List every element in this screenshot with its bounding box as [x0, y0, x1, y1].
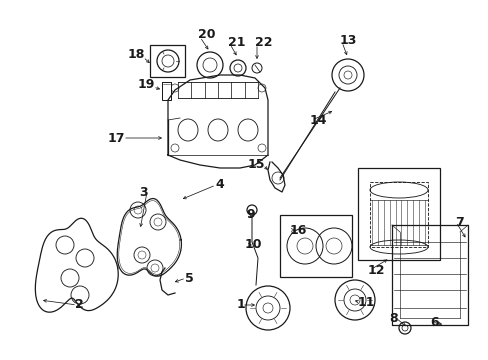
Text: 5: 5 — [184, 271, 193, 284]
Text: 7: 7 — [454, 216, 463, 229]
Bar — [280, 215, 351, 277]
Text: 3: 3 — [139, 185, 148, 198]
Text: 21: 21 — [227, 36, 245, 49]
Text: 19: 19 — [137, 78, 155, 91]
Text: 6: 6 — [429, 315, 438, 328]
Text: 20: 20 — [198, 28, 215, 41]
Text: 4: 4 — [215, 179, 224, 192]
Text: 16: 16 — [289, 224, 307, 237]
Text: 11: 11 — [357, 296, 375, 309]
Text: 2: 2 — [75, 298, 83, 311]
Text: 14: 14 — [309, 113, 327, 126]
Text: 18: 18 — [127, 49, 145, 62]
Bar — [369, 182, 427, 247]
Text: 13: 13 — [339, 33, 357, 46]
Bar — [150, 45, 184, 77]
Text: 10: 10 — [244, 238, 262, 252]
Text: 22: 22 — [254, 36, 272, 49]
Text: 17: 17 — [107, 131, 125, 144]
Bar — [162, 82, 171, 100]
Text: 8: 8 — [388, 311, 397, 324]
Text: 12: 12 — [367, 264, 385, 276]
Text: 1: 1 — [236, 298, 244, 311]
Text: 9: 9 — [245, 208, 254, 221]
Text: 15: 15 — [247, 158, 264, 171]
Bar — [357, 168, 439, 260]
